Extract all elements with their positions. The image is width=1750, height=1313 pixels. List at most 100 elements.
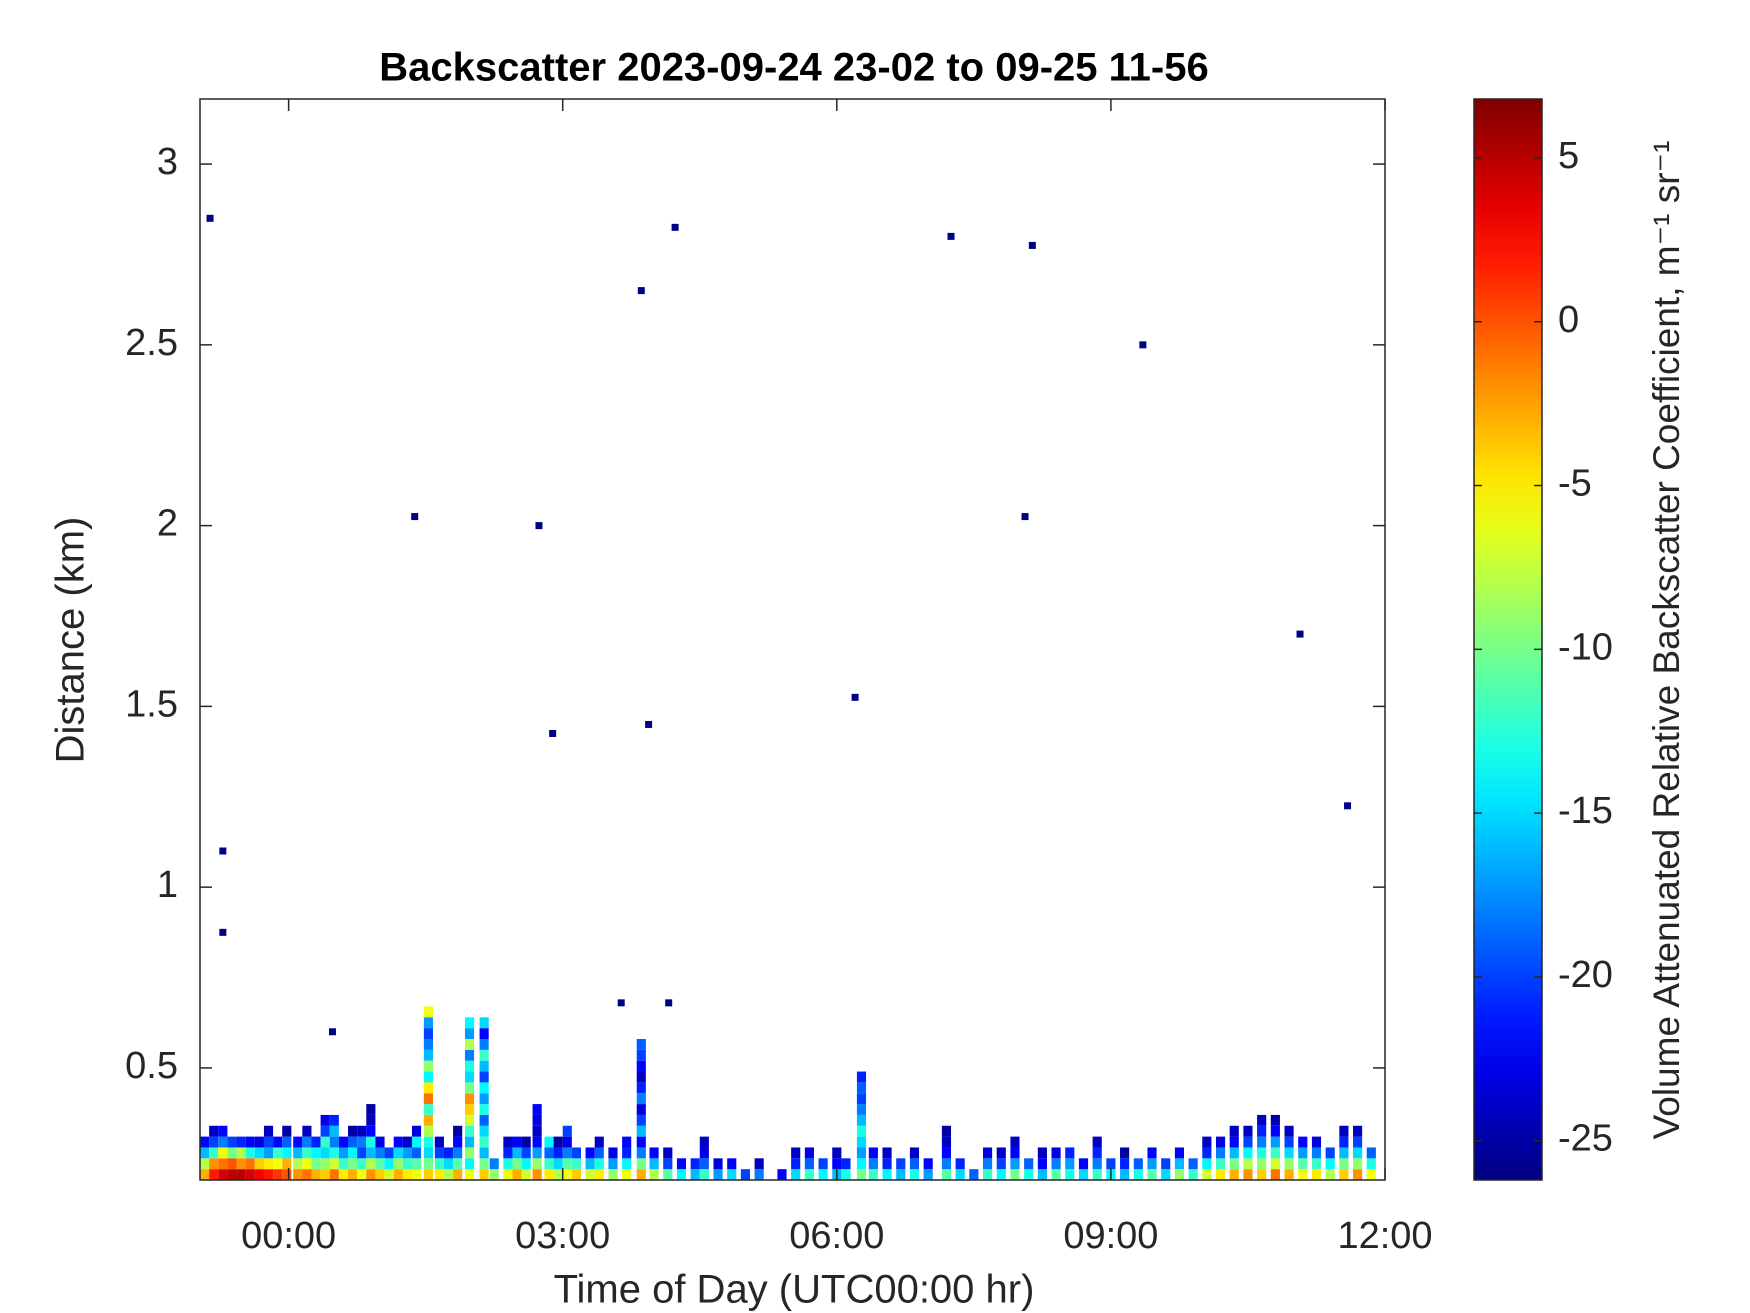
heatmap-cell [909, 1158, 920, 1170]
heatmap-cell [402, 1158, 412, 1170]
heatmap-cell [1257, 1125, 1267, 1137]
heatmap-cell [699, 1158, 709, 1170]
heatmap-cell [273, 1158, 283, 1170]
heatmap-cell [982, 1169, 993, 1180]
heatmap-cell [804, 1158, 814, 1170]
heatmap-cell [868, 1158, 878, 1170]
heatmap-cell [503, 1136, 513, 1148]
heatmap-cell [293, 1158, 303, 1170]
heatmap-cell [263, 1147, 274, 1159]
heatmap-cell [263, 1136, 274, 1148]
heatmap-cell [804, 1147, 814, 1159]
isolated-cell [328, 1028, 336, 1036]
y-tick-label: 0.5 [125, 1045, 178, 1087]
heatmap-cell [434, 1169, 444, 1180]
heatmap-cell [338, 1169, 349, 1180]
heatmap-cell [791, 1158, 801, 1170]
heatmap-cell [320, 1136, 330, 1148]
heatmap-cell [402, 1136, 412, 1148]
x-axis-label: Time of Day (UTC00:00 hr) [554, 1268, 1035, 1312]
heatmap-cell [329, 1147, 339, 1159]
heatmap-cell [479, 1060, 489, 1072]
isolated-cell [645, 720, 653, 728]
heatmap-cell [464, 1114, 475, 1126]
heatmap-cell [1065, 1158, 1075, 1170]
heatmap-cell [690, 1158, 700, 1170]
heatmap-cell [562, 1169, 572, 1180]
heatmap-cell [699, 1147, 709, 1159]
heatmap-cell [804, 1169, 814, 1180]
heatmap-cell [1298, 1136, 1308, 1148]
heatmap-cell [453, 1147, 463, 1159]
heatmap-cell [423, 1104, 433, 1115]
heatmap-cell [1270, 1136, 1280, 1148]
colorbar-tick-label: -20 [1558, 954, 1613, 996]
heatmap-cell [464, 1039, 475, 1050]
heatmap-cell [982, 1147, 993, 1159]
heatmap-cell [740, 1169, 751, 1180]
heatmap-cell [553, 1147, 563, 1159]
heatmap-cell [245, 1136, 255, 1148]
heatmap-cell [636, 1049, 646, 1061]
colorbar-tick-label: -25 [1558, 1118, 1613, 1160]
heatmap-cell [227, 1136, 237, 1148]
heatmap-cell [282, 1169, 292, 1180]
heatmap-cell [209, 1125, 219, 1137]
heatmap-cell [245, 1158, 255, 1170]
heatmap-cell [320, 1158, 330, 1170]
heatmap-cell [1229, 1125, 1239, 1137]
heatmap-cell [411, 1125, 422, 1137]
heatmap-cell [896, 1169, 906, 1180]
heatmap-cell [608, 1147, 618, 1159]
heatmap-cell [754, 1169, 764, 1180]
heatmap-cell [1037, 1147, 1047, 1159]
heatmap-cell [896, 1158, 906, 1170]
heatmap-cell [1120, 1169, 1130, 1180]
heatmap-cell [856, 1071, 867, 1083]
heatmap-cell [1353, 1136, 1363, 1148]
heatmap-cell [923, 1169, 933, 1180]
heatmap-cell [1325, 1169, 1335, 1180]
heatmap-cell [453, 1169, 463, 1180]
heatmap-cell [622, 1158, 632, 1170]
heatmap-cell [512, 1136, 522, 1148]
heatmap-cell [464, 1028, 475, 1039]
heatmap-cell [423, 1158, 433, 1170]
heatmap-cell [1243, 1147, 1253, 1159]
heatmap-cell [1037, 1169, 1047, 1180]
heatmap-cell [1366, 1147, 1376, 1159]
heatmap-cell [1161, 1158, 1171, 1170]
heatmap-cell [856, 1125, 867, 1137]
heatmap-cell [338, 1158, 349, 1170]
heatmap-cell [357, 1125, 367, 1137]
plot-frame [199, 98, 1386, 1181]
heatmap-cell [411, 1136, 422, 1148]
heatmap-cell [1366, 1158, 1376, 1170]
heatmap-cell [1202, 1147, 1212, 1159]
heatmap-cell [254, 1158, 264, 1170]
heatmap-cell [532, 1125, 542, 1137]
heatmap-cell [411, 1158, 422, 1170]
x-tick-label: 09:00 [1063, 1215, 1158, 1257]
heatmap-cell [1147, 1147, 1157, 1159]
heatmap-cell [479, 1147, 489, 1159]
heatmap-cell [1284, 1158, 1294, 1170]
heatmap-cell [1106, 1158, 1116, 1170]
heatmap-cell [263, 1158, 274, 1170]
heatmap-cell [1325, 1158, 1335, 1170]
heatmap-cell [1161, 1169, 1171, 1180]
heatmap-cell [571, 1169, 581, 1180]
heatmap-cell [236, 1169, 246, 1180]
heatmap-cell [1257, 1169, 1267, 1180]
heatmap-cell [366, 1147, 376, 1159]
heatmap-cell [941, 1169, 952, 1180]
heatmap-cell [479, 1158, 489, 1170]
heatmap-cell [1215, 1158, 1226, 1170]
heatmap-cell [909, 1147, 920, 1159]
isolated-cell [1028, 241, 1036, 249]
heatmap-cell [553, 1169, 563, 1180]
heatmap-cell [882, 1158, 892, 1170]
y-axis-label: Distance (km) [49, 517, 93, 764]
heatmap-cell [1174, 1158, 1184, 1170]
y-tick-label: 1 [157, 864, 178, 906]
